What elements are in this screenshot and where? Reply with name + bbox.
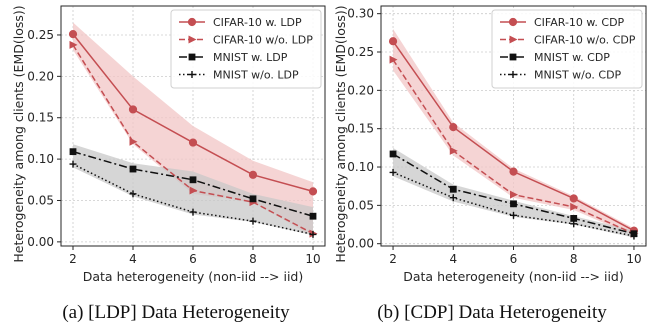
legend-swatch-marker <box>509 53 517 61</box>
data-point <box>570 220 578 228</box>
legend-swatch-marker <box>188 71 196 78</box>
legend-box <box>491 9 643 89</box>
data-point <box>509 167 518 176</box>
y-tick-label: 0.20 <box>347 83 374 97</box>
data-point <box>510 200 517 208</box>
series-line <box>72 163 314 236</box>
y-tick-label: 0.30 <box>347 7 374 21</box>
y-tick-label: 0.25 <box>347 45 374 59</box>
data-point <box>308 187 318 196</box>
legend-swatch-marker <box>188 53 196 61</box>
data-point <box>129 190 137 198</box>
y-tick-label: 0.20 <box>27 69 54 83</box>
legend-swatch-marker <box>187 17 197 27</box>
data-point <box>309 212 317 220</box>
data-point <box>189 176 197 184</box>
data-point <box>449 194 457 202</box>
legend-entry: CIFAR-10 w. LDP <box>213 16 302 29</box>
y-tick-label: 0.15 <box>27 111 54 125</box>
data-point <box>249 195 257 203</box>
x-tick-label: 8 <box>570 252 578 266</box>
y-tick-label: 0.10 <box>27 152 54 166</box>
x-tick-label: 6 <box>510 252 518 266</box>
data-point <box>449 146 458 155</box>
y-tick-label: 0.05 <box>347 198 374 212</box>
y-tick-label: 0.25 <box>27 28 54 42</box>
data-point <box>189 208 197 216</box>
y-tick-label: 0.05 <box>27 193 54 207</box>
data-point <box>69 160 77 168</box>
panel-cdp: 2 4 6 8 10 0.00 0.05 0.10 0.15 0.20 0.25 0.30 Data h… <box>333 5 647 284</box>
data-point <box>570 202 579 211</box>
legend-swatch-marker <box>509 71 517 78</box>
data-point <box>129 165 137 173</box>
legend-entry: CIFAR-10 w/o. CDP <box>534 34 636 47</box>
data-point <box>510 190 518 199</box>
data-point <box>129 137 138 146</box>
y-axis-label: Heterogeneity among clients (EMD(loss)) <box>11 5 26 262</box>
x-tick-label: 10 <box>626 252 641 266</box>
x-tick-label: 2 <box>69 252 77 266</box>
panel-ldp: 2 4 6 8 10 0.00 0.05 0.10 0.15 0.20 0.25 Data heter… <box>11 5 326 284</box>
y-tick-label: 0.00 <box>27 235 54 249</box>
legend-entry: MNIST w. CDP <box>534 51 610 64</box>
data-point <box>570 214 578 222</box>
legend-entry: MNIST w. LDP <box>213 51 288 64</box>
legend-swatch-marker <box>509 35 518 44</box>
y-tick-label: 0.15 <box>347 122 374 136</box>
data-point <box>128 105 138 114</box>
data-point <box>68 30 78 39</box>
data-point <box>389 150 397 158</box>
data-point <box>188 138 198 147</box>
data-point <box>449 185 457 193</box>
x-axis-label: Data heterogeneity (non-iid --> iid) <box>403 269 623 284</box>
y-axis-label: Heterogeneity among clients (EMD(loss)) <box>333 5 348 262</box>
data-point <box>189 186 198 195</box>
x-tick-label: 4 <box>449 252 457 266</box>
caption-ldp: (a) [LDP] Data Heterogeneity <box>62 302 290 323</box>
data-point <box>388 37 398 46</box>
legend-entry: CIFAR-10 w. CDP <box>534 16 625 29</box>
data-point <box>309 230 317 238</box>
data-point <box>389 55 398 64</box>
x-tick-label: 10 <box>305 252 320 266</box>
data-point <box>449 123 458 132</box>
x-tick-label: 2 <box>389 252 397 266</box>
legend-swatch-marker <box>508 17 518 27</box>
confidence-band <box>73 22 313 237</box>
caption-cdp: (b) [CDP] Data Heterogeneity <box>377 302 607 323</box>
legend-swatch-marker <box>188 35 197 44</box>
data-point <box>69 40 78 49</box>
y-tick-label: 0.00 <box>347 237 374 251</box>
legend-entry: CIFAR-10 w/o. LDP <box>213 34 313 47</box>
x-tick-label: 6 <box>189 252 197 266</box>
x-axis-label: Data heterogeneity (non-iid --> iid) <box>83 269 303 284</box>
y-tick-label: 0.10 <box>347 160 374 174</box>
data-point <box>69 148 77 156</box>
data-point <box>249 217 257 225</box>
data-point <box>510 211 517 219</box>
data-point <box>389 168 397 176</box>
data-point <box>569 194 578 203</box>
data-point <box>630 232 638 240</box>
legend-entry: MNIST w/o. LDP <box>213 69 299 82</box>
legend-box <box>170 9 322 89</box>
x-tick-label: 4 <box>129 252 137 266</box>
legend-entry: MNIST w/o. CDP <box>534 69 622 82</box>
data-point <box>248 170 258 179</box>
x-tick-label: 8 <box>249 252 257 266</box>
